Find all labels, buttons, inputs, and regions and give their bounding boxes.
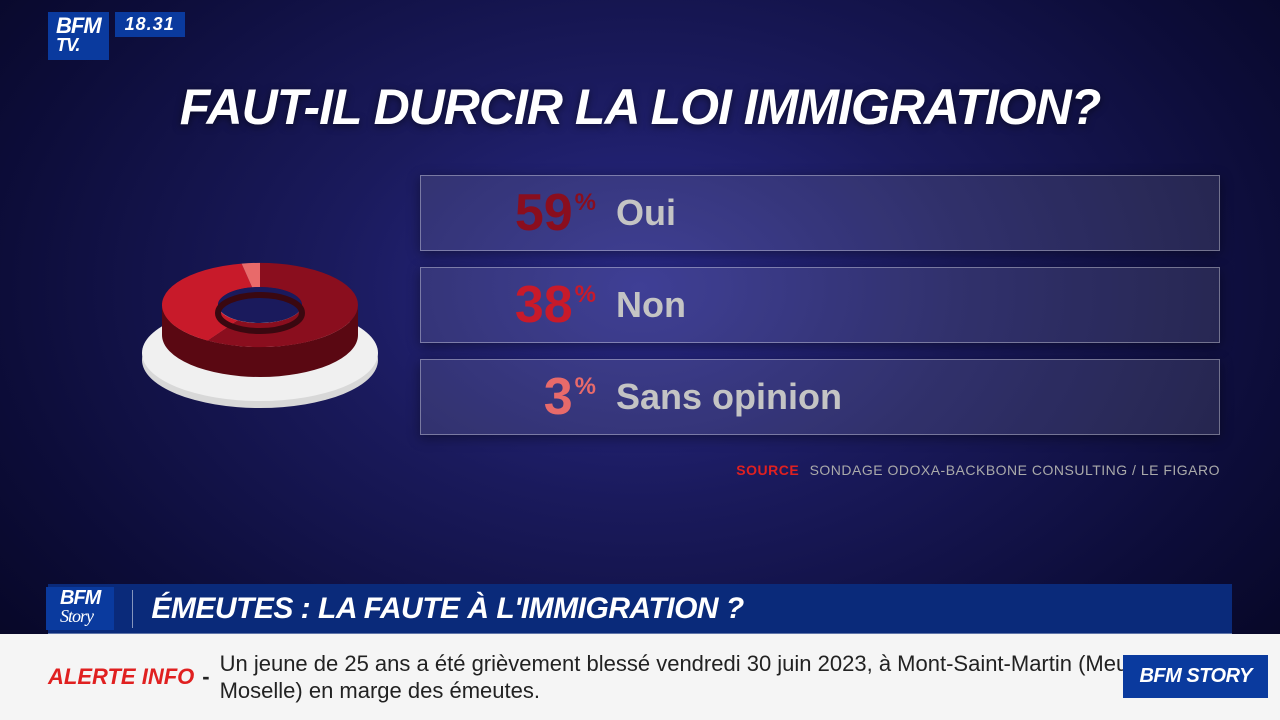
header: BFM TV. 18.31 <box>48 12 185 60</box>
bar-label: Oui <box>616 192 676 234</box>
bar-label: Sans opinion <box>616 376 842 418</box>
logo-line2: TV. <box>56 37 101 54</box>
donut-chart <box>120 185 400 435</box>
source-text: SONDAGE ODOXA-BACKBONE CONSULTING / LE F… <box>810 462 1220 478</box>
banner-separator <box>132 590 133 628</box>
channel-logo: BFM TV. <box>48 12 109 60</box>
source-line: SOURCE SONDAGE ODOXA-BACKBONE CONSULTING… <box>420 462 1220 478</box>
ticker-text: Un jeune de 25 ans a été grièvement bles… <box>220 650 1260 705</box>
story-logo: BFM Story <box>46 587 114 629</box>
clock-badge: 18.31 <box>115 12 185 37</box>
bar-label: Non <box>616 284 686 326</box>
ticker-dash: - <box>202 664 209 690</box>
bar-non: 38% Non <box>420 267 1220 343</box>
logo-line1: BFM <box>56 16 101 37</box>
bar-pct: 59% <box>441 183 596 243</box>
page-title: FAUT-IL DURCIR LA LOI IMMIGRATION? <box>0 78 1280 136</box>
bar-sansopinion: 3% Sans opinion <box>420 359 1220 435</box>
result-bars: 59% Oui 38% Non 3% Sans opinion <box>420 175 1220 451</box>
bar-pct: 3% <box>441 367 596 427</box>
bar-pct: 38% <box>441 275 596 335</box>
bar-oui: 59% Oui <box>420 175 1220 251</box>
lower-banner: BFM Story ÉMEUTES : LA FAUTE À L'IMMIGRA… <box>48 584 1232 634</box>
ticker-right-badge: BFM STORY <box>1123 655 1268 698</box>
source-prefix: SOURCE <box>736 462 799 478</box>
news-ticker: ALERTE INFO - Un jeune de 25 ans a été g… <box>0 634 1280 720</box>
alert-badge: ALERTE INFO <box>48 664 194 690</box>
banner-headline: ÉMEUTES : LA FAUTE À L'IMMIGRATION ? <box>151 592 743 626</box>
